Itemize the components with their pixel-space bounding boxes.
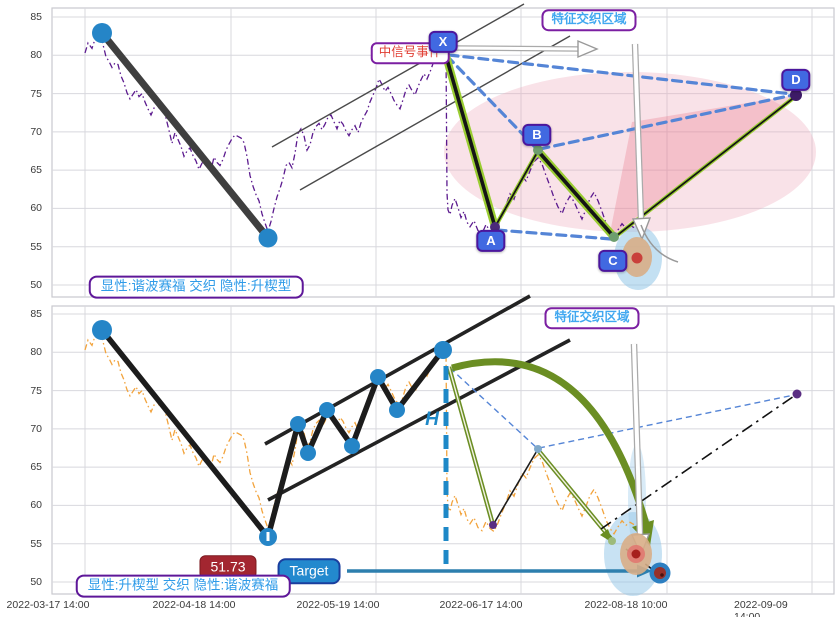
hook-curve: [640, 224, 679, 263]
label-feature-zone-bottom: 特征交织区域: [544, 307, 640, 329]
y-tick-label: 50: [30, 278, 42, 291]
white-arrow-down-bottom: [632, 343, 642, 536]
dash-bd2: [538, 394, 795, 449]
final-target-core: [654, 567, 666, 579]
olive-projection-arc: [451, 358, 650, 525]
y-tick-label: 65: [30, 461, 42, 474]
x-tick-label: 2022-04-18 14:00: [152, 599, 236, 611]
label-point-c: C: [598, 249, 628, 273]
circle: [389, 402, 405, 418]
circle: [344, 438, 360, 454]
marker-b: [533, 145, 543, 155]
leg-bc2: [537, 449, 613, 541]
y-tick-label: 55: [30, 240, 42, 253]
y-tick-label: 60: [30, 202, 42, 215]
dash-bd: [538, 93, 795, 151]
circle: [92, 23, 112, 43]
label-signal-event: 中信号事件: [370, 42, 450, 64]
y-tick-label: 70: [30, 125, 42, 138]
label-pattern-top: 显性:谐波赛福 交织 隐性:升楔型: [88, 275, 304, 299]
white-arrow-down-top: [633, 43, 643, 221]
bullseye-bottom-core: [631, 549, 641, 559]
wedge-upper-bottom: [264, 294, 531, 446]
x-tick-label: 2022-03-17 14:00: [6, 599, 90, 611]
circle: [258, 228, 278, 248]
dash-ac: [495, 228, 613, 241]
circle: [92, 320, 112, 340]
marker-c: [609, 232, 619, 242]
x-tick-label: 2022-05-19 14:00: [296, 599, 380, 611]
y-tick-label: 70: [30, 422, 42, 435]
marker-b2: [534, 445, 542, 453]
x-tick-label: 2022-08-18 10:00: [584, 599, 668, 611]
label-point-x: X: [428, 30, 458, 54]
y-tick-label: 75: [30, 384, 42, 397]
circle: [300, 445, 316, 461]
circle: [370, 369, 386, 385]
y-tick-label: 85: [30, 11, 42, 23]
impulse-line-top: [98, 29, 272, 242]
marker-a: [490, 222, 500, 232]
x-tick-label: 2022-06-17 14:00: [439, 599, 523, 611]
leg-bc: [536, 149, 616, 239]
label-feature-zone-top: 特征交织区域: [541, 9, 637, 31]
y-tick-label: 50: [30, 575, 42, 588]
marker-a2: [489, 521, 497, 529]
bullseye-top-core: [631, 252, 643, 264]
circle: [319, 402, 335, 418]
leg-ab2: [492, 448, 539, 526]
dash-xd: [447, 53, 794, 96]
marker-d: [790, 89, 802, 101]
y-tick-label: 80: [30, 346, 42, 359]
leg-xa: [444, 54, 497, 229]
y-tick-label: 65: [30, 164, 42, 177]
y-tick-label: 75: [30, 87, 42, 100]
y-tick-label: 85: [30, 308, 42, 320]
rect: [266, 532, 270, 541]
polygon: [577, 39, 599, 59]
label-point-d: D: [781, 68, 811, 92]
circle: [434, 341, 452, 359]
label-point-b: B: [522, 123, 552, 147]
label-h-measure: H: [425, 409, 439, 431]
x-tick-label: 2022-09-09 14:00: [734, 599, 788, 617]
leg-xa2: [448, 366, 494, 526]
y-tick-label: 60: [30, 499, 42, 512]
feature-ellipse-top: [444, 72, 816, 232]
dashdot-cd2: [600, 393, 798, 530]
label-target: Target: [277, 558, 341, 584]
label-point-a: A: [476, 229, 506, 253]
leg-ab: [494, 150, 539, 228]
marker-d2: [792, 389, 802, 399]
marker-c2: [608, 537, 616, 545]
channel-lower-top: [299, 35, 571, 191]
circle: [290, 416, 306, 432]
white-arrow-horizontal: [455, 46, 581, 51]
y-tick-label: 80: [30, 49, 42, 62]
leg-cd: [614, 95, 797, 238]
dash-xb: [445, 54, 538, 150]
label-pattern-bottom: 显性:升楔型 交织 隐性:谐波赛福: [75, 574, 291, 598]
y-tick-label: 55: [30, 537, 42, 550]
channel-upper-top: [271, 3, 525, 148]
polygon: [631, 217, 652, 241]
circle: [660, 573, 664, 577]
